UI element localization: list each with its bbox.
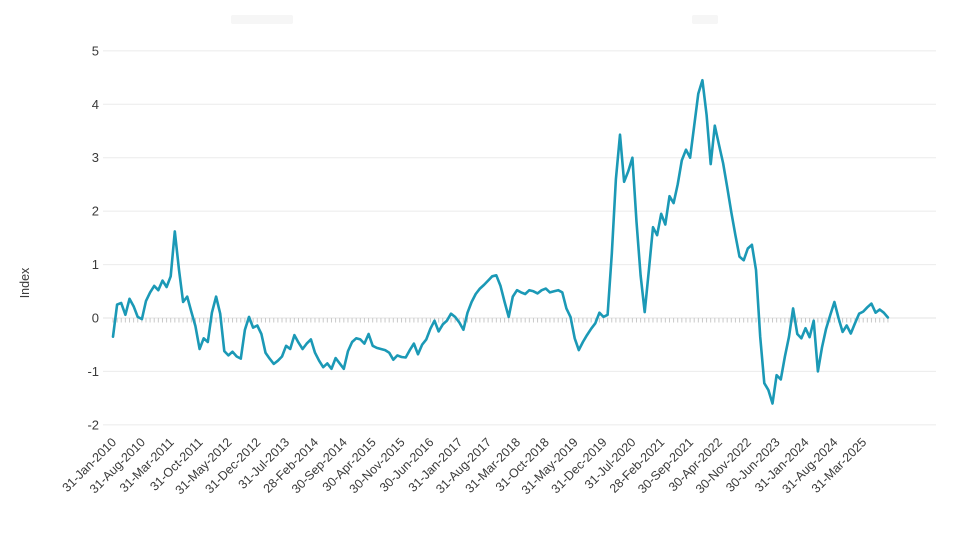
y-tick-label-5: 5 — [92, 43, 99, 58]
y-tick-label-2: 2 — [92, 204, 99, 219]
index-line — [111, 78, 890, 405]
y-tick-label-1: 1 — [92, 257, 99, 272]
index-series-line — [111, 78, 890, 405]
y-tick-label-4: 4 — [92, 97, 99, 112]
y-tick-label-0: 0 — [92, 311, 99, 326]
y-tick-label--1: -1 — [87, 364, 99, 379]
y-axis-title: Index — [18, 267, 32, 298]
y-tick-label-3: 3 — [92, 150, 99, 165]
month-ticks — [112, 318, 889, 323]
x-axis-tick-labels: 31-Jan-201031-Aug-201031-Mar-201131-Oct-… — [60, 435, 870, 497]
y-axis-tick-labels: 5 4 3 2 1 0 -1 -2 — [87, 43, 99, 432]
gridlines — [103, 50, 936, 426]
y-tick-label--2: -2 — [87, 417, 99, 432]
faint-watermark-left — [231, 15, 293, 24]
faint-watermark-right — [692, 15, 718, 24]
